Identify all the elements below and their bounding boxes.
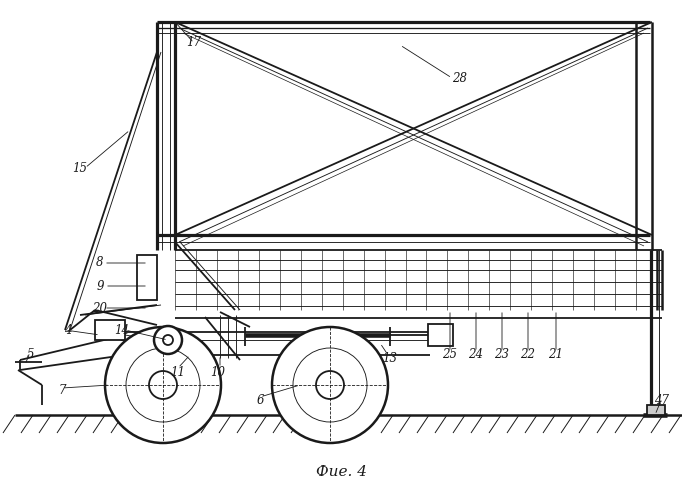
Circle shape bbox=[272, 327, 388, 443]
Text: 15: 15 bbox=[72, 162, 87, 174]
Text: 4: 4 bbox=[64, 324, 72, 336]
Text: 9: 9 bbox=[96, 280, 104, 292]
Text: 24: 24 bbox=[469, 348, 484, 362]
Bar bbox=[137, 255, 157, 300]
Text: 13: 13 bbox=[383, 352, 398, 364]
Text: 8: 8 bbox=[96, 256, 104, 270]
Text: 23: 23 bbox=[494, 348, 509, 362]
Text: 22: 22 bbox=[520, 348, 535, 362]
Text: Фие. 4: Фие. 4 bbox=[316, 465, 366, 479]
Text: 11: 11 bbox=[170, 366, 186, 378]
Text: 17: 17 bbox=[186, 36, 201, 50]
Circle shape bbox=[154, 326, 182, 354]
Text: 47: 47 bbox=[655, 394, 670, 406]
Text: 14: 14 bbox=[115, 324, 130, 336]
Text: 21: 21 bbox=[548, 348, 563, 362]
Bar bbox=[428, 324, 453, 346]
Circle shape bbox=[105, 327, 221, 443]
Text: 6: 6 bbox=[256, 394, 264, 406]
Circle shape bbox=[149, 371, 177, 399]
Circle shape bbox=[163, 335, 173, 345]
Bar bbox=[647, 405, 665, 415]
Bar bbox=[95, 320, 125, 340]
Circle shape bbox=[316, 371, 344, 399]
Text: 25: 25 bbox=[443, 348, 458, 362]
Circle shape bbox=[126, 348, 200, 422]
Text: 10: 10 bbox=[211, 366, 226, 378]
Text: 7: 7 bbox=[58, 384, 65, 396]
Text: 28: 28 bbox=[452, 72, 467, 85]
Text: 20: 20 bbox=[93, 302, 108, 314]
Circle shape bbox=[293, 348, 367, 422]
Text: 5: 5 bbox=[26, 348, 33, 362]
